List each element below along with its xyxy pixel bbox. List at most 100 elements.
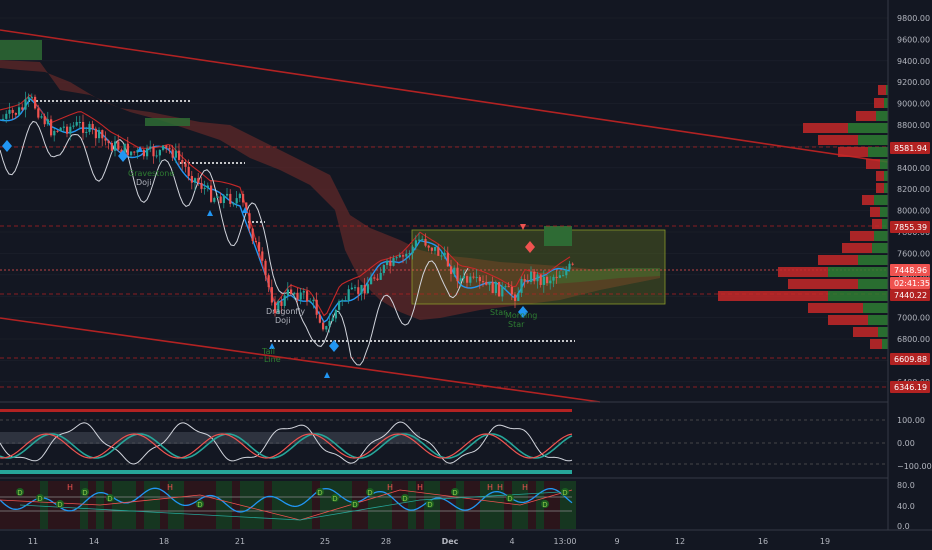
candle-body <box>50 119 53 136</box>
price-tag-box <box>890 277 930 289</box>
candle-body <box>373 277 376 279</box>
gravestone-label-1: Gravestone <box>128 169 174 178</box>
candle-body <box>107 140 110 143</box>
osc-bottom-band <box>0 470 572 474</box>
rsi-bg-bar <box>232 481 240 529</box>
doji-marker-label: D <box>57 501 62 509</box>
rsi-bg-bar <box>128 481 136 529</box>
candle-body <box>46 119 49 125</box>
candle-body <box>203 187 206 189</box>
volume-profile-sell <box>866 159 880 169</box>
price-axis[interactable]: 9800.00 9600.00 9400.00 9200.00 9000.00 8800.… <box>897 14 930 387</box>
candle-body <box>232 203 235 205</box>
candle-body <box>267 275 270 288</box>
doji-marker-label: D <box>402 495 407 503</box>
candle-body <box>133 151 136 153</box>
volume-profile-buy <box>868 147 888 157</box>
volume-profile-sell <box>788 279 858 289</box>
candle-body <box>245 202 248 214</box>
candle-body <box>75 122 78 126</box>
candle-body <box>120 149 123 154</box>
price-tag-box <box>890 353 930 365</box>
candle-body <box>338 301 341 310</box>
time-tick-label: 25 <box>320 537 330 546</box>
price-tag-box <box>890 381 930 393</box>
candle-body <box>94 128 97 139</box>
candlesticks[interactable] <box>2 91 574 333</box>
candle-body <box>66 126 69 134</box>
volume-profile-buy <box>848 123 888 133</box>
candle-body <box>552 276 555 281</box>
candle-body <box>565 269 568 276</box>
candle-body <box>174 150 177 158</box>
candle-body <box>398 255 401 258</box>
doji-marker-label: D <box>197 501 202 509</box>
candle-body <box>142 149 145 157</box>
candle-body <box>2 118 5 120</box>
rsi-bg-bar <box>408 481 416 529</box>
rsi-axis[interactable]: 80.0 40.0 0.0 <box>897 481 915 531</box>
rsi-tick-label: 40.0 <box>897 502 915 511</box>
osc-red-line <box>0 433 573 459</box>
price-tick-label: 9800.00 <box>897 14 930 23</box>
main-price-pane[interactable] <box>0 0 888 400</box>
tail-label-2: Line <box>264 355 281 364</box>
candle-body <box>178 150 181 160</box>
doji-marker <box>506 494 514 502</box>
diamond-marker-1 <box>2 140 12 152</box>
candle-body <box>360 284 363 294</box>
price-tag-label: 02:41:35 <box>894 279 930 288</box>
osc-top-band <box>0 409 572 412</box>
volume-profile-sell <box>718 291 828 301</box>
rsi-bg-bar <box>432 481 440 529</box>
hammer-marker-label: H <box>387 483 393 492</box>
rsi-bg-bar <box>376 481 384 529</box>
candle-body <box>309 301 312 303</box>
volume-profile-buy <box>884 183 888 193</box>
rsi-bg-bar <box>312 481 320 529</box>
rsi-bg-bar <box>480 481 488 529</box>
volume-profile-buy <box>880 207 888 217</box>
oscillator-axis[interactable]: 100.00 0.00 −100.00 <box>897 416 932 471</box>
kijun-line <box>0 94 571 317</box>
volume-profile-sell <box>876 171 884 181</box>
candle-body <box>190 176 193 183</box>
rsi-line <box>0 487 573 513</box>
volume-profile-buy <box>858 255 888 265</box>
price-tick-label: 9200.00 <box>897 78 930 87</box>
rsi-bg-bar <box>280 481 288 529</box>
doji-marker-label: D <box>452 489 457 497</box>
candle-body <box>405 253 408 257</box>
time-tick-label: Dec <box>442 537 459 546</box>
signal-markers <box>2 140 535 378</box>
candle-body <box>392 258 395 266</box>
candle-body <box>162 145 165 150</box>
time-tick-label: 9 <box>614 537 619 546</box>
volume-profile-sell <box>828 315 868 325</box>
candle-body <box>347 289 350 301</box>
rsi-bg-bar <box>528 481 536 529</box>
rsi-bg-bar <box>504 481 512 529</box>
time-axis[interactable]: 11 14 18 21 25 28 Dec 4 13:00 9 12 16 19 <box>28 537 830 546</box>
candle-body <box>408 253 411 255</box>
candle-body <box>206 185 209 188</box>
rsi-bg-bar <box>80 481 88 529</box>
lower-trend-line[interactable] <box>0 317 601 403</box>
price-tag-box <box>890 264 930 276</box>
time-tick-label: 28 <box>381 537 391 546</box>
upper-trend-line[interactable] <box>0 29 889 163</box>
candle-body <box>152 146 155 157</box>
candle-body <box>184 163 187 167</box>
candle-body <box>555 276 558 278</box>
rsi-bg-bar <box>136 481 144 529</box>
doji-marker <box>541 500 549 508</box>
oscillator-pane[interactable] <box>0 409 888 474</box>
volume-profile-buy <box>886 85 888 95</box>
rsi-bg-bar <box>448 481 456 529</box>
candle-body <box>571 263 574 265</box>
candle-body <box>283 295 286 306</box>
rsi-bg-bar <box>360 481 368 529</box>
candle-body <box>453 267 456 275</box>
